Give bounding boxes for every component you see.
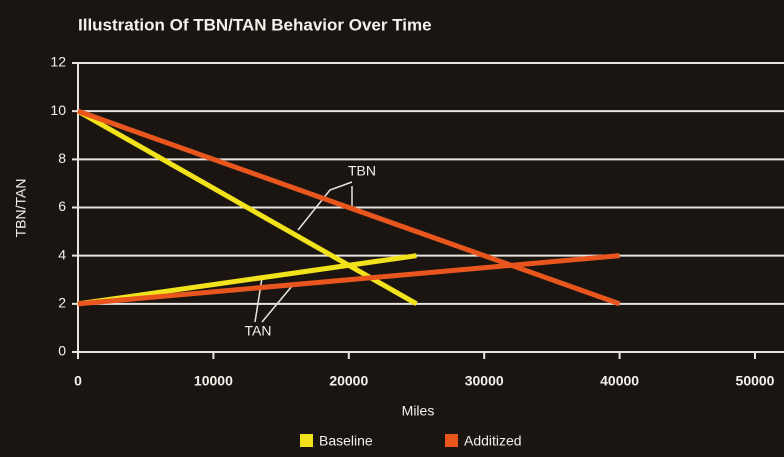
legend-swatch [445, 434, 458, 447]
y-tick-label: 10 [50, 102, 66, 118]
legend-label: Additized [464, 433, 522, 449]
x-tick-label: 50000 [736, 373, 775, 389]
y-tick-label: 0 [58, 343, 66, 359]
legend-label: Baseline [319, 433, 373, 449]
y-tick-label: 4 [58, 246, 66, 262]
x-tick-label: 40000 [600, 373, 639, 389]
annotation: TAN [245, 323, 272, 339]
legend-swatch [300, 434, 313, 447]
y-tick-label: 6 [58, 198, 66, 214]
x-axis-label: Miles [402, 403, 435, 419]
annotation: TBN [348, 163, 376, 179]
y-tick-label: 12 [50, 54, 66, 70]
leader-line [297, 181, 353, 231]
y-axis-label: TBN/TAN [13, 179, 29, 238]
y-tick-label: 2 [58, 295, 66, 311]
x-tick-label: 20000 [329, 373, 368, 389]
series-line [77, 108, 621, 307]
x-tick-label: 30000 [465, 373, 504, 389]
y-tick-label: 8 [58, 150, 66, 166]
x-tick-label: 10000 [194, 373, 233, 389]
chart-title: Illustration Of TBN/TAN Behavior Over Ti… [78, 15, 432, 34]
x-tick-label: 0 [74, 373, 82, 389]
series-line [76, 108, 418, 307]
